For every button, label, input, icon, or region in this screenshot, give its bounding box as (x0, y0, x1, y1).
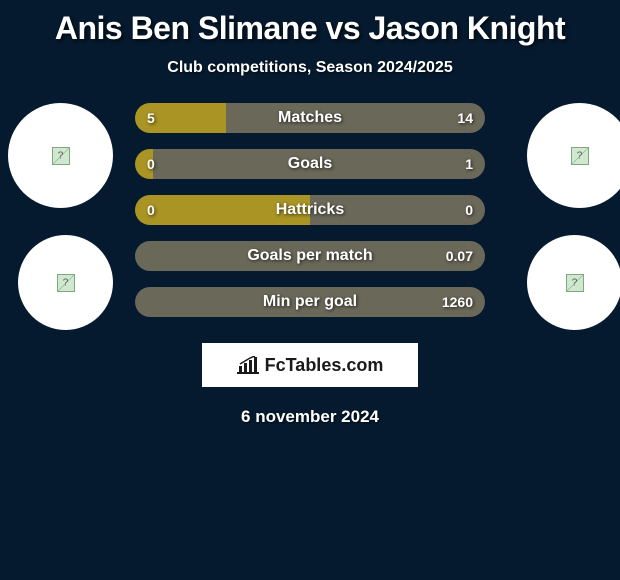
stat-bar-player2 (135, 241, 485, 271)
branding-badge: FcTables.com (202, 343, 418, 387)
date-text: 6 november 2024 (0, 407, 620, 427)
chart-icon (237, 356, 259, 374)
stat-bar-player1 (135, 195, 310, 225)
player2-avatar-top (527, 103, 620, 208)
stat-bar-player2 (226, 103, 485, 133)
stat-bar-player2 (310, 195, 485, 225)
subtitle: Club competitions, Season 2024/2025 (0, 59, 620, 77)
stat-row: Matches514 (135, 103, 485, 133)
stat-bar-player1 (135, 103, 226, 133)
stat-row: Min per goal1260 (135, 287, 485, 317)
player1-avatar-top (8, 103, 113, 208)
player2-avatar-bottom (527, 235, 620, 330)
broken-image-icon (571, 147, 589, 165)
comparison-area: Matches514 Goals01 Hattricks00 Goals per ma… (0, 103, 620, 333)
stat-bar-player2 (153, 149, 486, 179)
broken-image-icon (57, 274, 75, 292)
page-title: Anis Ben Slimane vs Jason Knight (0, 0, 620, 47)
stat-bar-player1 (135, 149, 153, 179)
stat-bar-player2 (135, 287, 485, 317)
stat-row: Goals01 (135, 149, 485, 179)
broken-image-icon (52, 147, 70, 165)
stat-row: Goals per match0.07 (135, 241, 485, 271)
stat-bars: Matches514 Goals01 Hattricks00 Goals per ma… (135, 103, 485, 333)
broken-image-icon (566, 274, 584, 292)
branding-text: FcTables.com (265, 355, 384, 376)
stat-row: Hattricks00 (135, 195, 485, 225)
player1-avatar-bottom (18, 235, 113, 330)
